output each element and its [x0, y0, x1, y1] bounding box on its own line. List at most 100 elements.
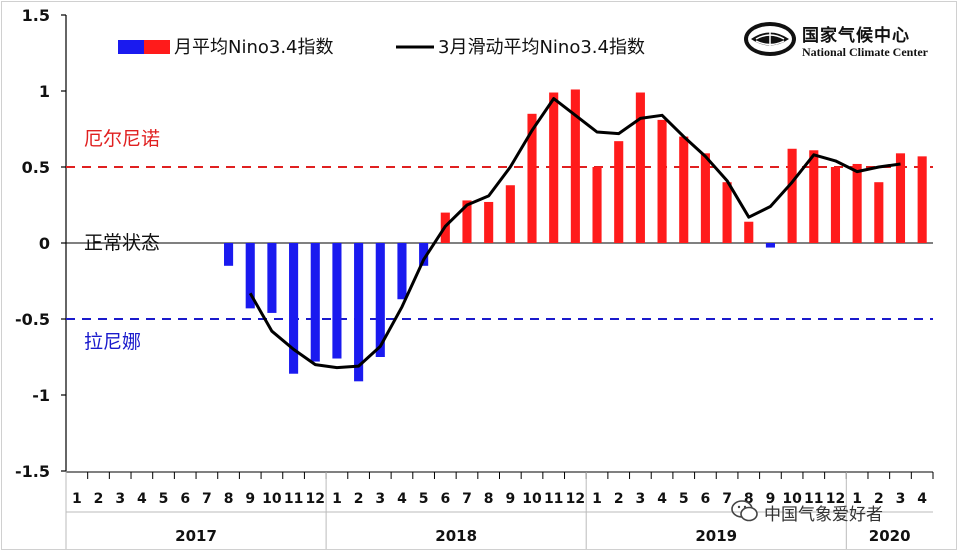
logo-chinese-name: 国家气候中心 — [802, 26, 910, 46]
monthly-bar — [289, 243, 299, 374]
monthly-bar — [505, 185, 515, 243]
monthly-bar — [635, 92, 645, 244]
y-tick-label: 1.5 — [22, 6, 50, 25]
monthly-bar — [397, 243, 407, 300]
monthly-bar — [895, 153, 906, 243]
monthly-bar — [332, 243, 342, 359]
monthly-bar — [354, 243, 364, 382]
month-label: 3 — [115, 491, 125, 507]
month-label: 2 — [874, 491, 884, 507]
monthly-bar — [852, 163, 862, 243]
month-label: 8 — [484, 491, 494, 507]
month-label: 10 — [262, 491, 282, 507]
legend-swatch-positive — [144, 40, 170, 54]
month-label: 5 — [679, 491, 689, 507]
monthly-bar — [267, 243, 277, 313]
month-label: 7 — [722, 491, 732, 507]
monthly-bar — [310, 243, 320, 362]
month-label: 1 — [332, 491, 342, 507]
month-label: 2 — [614, 491, 624, 507]
monthly-bar — [744, 221, 754, 243]
month-label: 9 — [245, 491, 255, 507]
legend-swatch-negative — [118, 40, 144, 54]
month-label: 4 — [137, 491, 147, 507]
monthly-bar — [484, 201, 494, 243]
moving-average-line — [248, 97, 901, 370]
month-label: 1 — [852, 491, 862, 507]
monthly-bar — [917, 156, 927, 243]
la-nina-label: 拉尼娜 — [84, 331, 141, 353]
y-tick-label: -1.5 — [15, 462, 50, 481]
legend-monthly-label: 月平均Nino3.4指数 — [174, 37, 334, 58]
monthly-bar — [419, 243, 429, 266]
month-label: 4 — [397, 491, 407, 507]
monthly-bar — [245, 243, 255, 309]
monthly-bar — [809, 150, 819, 243]
month-label: 6 — [180, 491, 190, 507]
month-label: 9 — [766, 491, 776, 507]
month-label: 2 — [94, 491, 104, 507]
monthly-bar — [787, 148, 797, 243]
wechat-icon — [731, 500, 758, 522]
month-label: 12 — [306, 491, 325, 507]
monthly-bar — [700, 153, 710, 243]
month-label: 11 — [284, 491, 303, 507]
monthly-bar — [874, 182, 884, 243]
monthly-bar — [614, 141, 624, 243]
y-tick-label: 0.5 — [22, 158, 50, 177]
legend-moving-label: 3月滑动平均Nino3.4指数 — [438, 37, 645, 58]
monthly-bar — [549, 92, 559, 244]
el-nino-label: 厄尔尼诺 — [84, 128, 160, 150]
y-tick-label: -1 — [32, 386, 50, 405]
month-label: 4 — [917, 491, 927, 507]
moving-average-path — [248, 97, 901, 370]
month-label: 11 — [544, 491, 563, 507]
y-tick-label: 1 — [39, 82, 50, 101]
month-label: 9 — [505, 491, 515, 507]
year-label: 2018 — [435, 527, 477, 545]
month-label: 8 — [224, 491, 234, 507]
monthly-bar — [527, 113, 537, 243]
monthly-bar — [830, 167, 841, 243]
month-label: 5 — [159, 491, 169, 507]
month-label: 3 — [896, 491, 906, 507]
month-label: 1 — [592, 491, 602, 507]
ncc-logo: 国家气候中心 National Climate Center — [742, 18, 942, 68]
monthly-bar — [765, 243, 775, 248]
year-label: 2017 — [175, 527, 217, 545]
x-axis-table: 1 2 3 4 5 6 7 8 9 10 11 12 1 2 3 4 5 6 7 8 9 10 11 12 1 2 3 4 5 6 7 8 9 1… — [65, 471, 934, 549]
monthly-bar — [592, 167, 602, 243]
month-label: 7 — [462, 491, 472, 507]
monthly-bar — [679, 136, 689, 243]
region-labels: 厄尔尼诺 正常状态 拉尼娜 — [84, 128, 160, 353]
month-label: 10 — [782, 491, 802, 507]
y-tick-label: 0 — [39, 234, 50, 253]
month-label: 5 — [419, 491, 429, 507]
month-label: 2 — [354, 491, 364, 507]
monthly-bar — [657, 119, 667, 243]
y-tick-label: -0.5 — [15, 310, 50, 329]
month-label: 12 — [826, 491, 845, 507]
month-label: 6 — [440, 491, 450, 507]
month-label: 8 — [744, 491, 754, 507]
month-label: 10 — [522, 491, 542, 507]
monthly-bar — [722, 182, 732, 243]
year-label: 2020 — [869, 527, 911, 545]
monthly-bar — [570, 89, 580, 243]
y-axis: 1.5 1 0.5 0 -0.5 -1 -1.5 — [15, 6, 933, 481]
monthly-bar — [375, 243, 385, 357]
monthly-bars — [224, 89, 927, 382]
month-label: 3 — [636, 491, 646, 507]
month-label: 6 — [701, 491, 711, 507]
legend: 月平均Nino3.4指数 3月滑动平均Nino3.4指数 — [118, 37, 645, 58]
monthly-bar — [224, 243, 234, 266]
year-label: 2019 — [695, 527, 737, 545]
month-label: 3 — [375, 491, 385, 507]
logo-english-name: National Climate Center — [802, 45, 928, 59]
month-label: 4 — [657, 491, 667, 507]
month-label: 7 — [202, 491, 212, 507]
globe-emblem-icon — [744, 22, 796, 56]
month-label: 1 — [72, 491, 82, 507]
month-label: 11 — [804, 491, 823, 507]
